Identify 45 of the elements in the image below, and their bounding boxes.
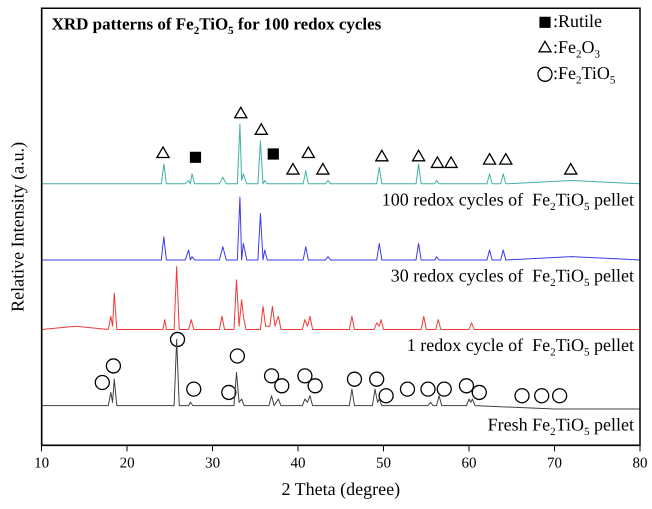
point bbox=[264, 368, 280, 384]
point bbox=[400, 381, 416, 397]
point bbox=[420, 381, 436, 397]
x-tick-label: 20 bbox=[120, 455, 135, 472]
x-tick-label: 40 bbox=[290, 455, 306, 472]
point bbox=[316, 162, 330, 175]
point bbox=[308, 378, 323, 394]
point bbox=[170, 332, 186, 348]
point bbox=[482, 152, 496, 165]
x-tick-label: 70 bbox=[547, 455, 562, 472]
x-tick-label: 30 bbox=[205, 455, 220, 472]
point bbox=[412, 150, 426, 162]
point bbox=[274, 378, 290, 394]
point bbox=[302, 146, 316, 158]
y-axis-title: Relative Intensity (a.u.) bbox=[8, 142, 28, 312]
point bbox=[221, 384, 236, 400]
point bbox=[564, 162, 578, 175]
point bbox=[156, 146, 170, 158]
point bbox=[499, 152, 512, 165]
point bbox=[230, 348, 246, 364]
point bbox=[286, 162, 300, 175]
point bbox=[375, 150, 389, 162]
point bbox=[436, 381, 452, 397]
point bbox=[378, 388, 394, 404]
point bbox=[444, 156, 458, 168]
x-tick-label: 50 bbox=[376, 455, 392, 472]
point bbox=[430, 156, 444, 168]
x-tick-label: 80 bbox=[632, 455, 648, 472]
point bbox=[106, 358, 122, 374]
x-tick-label: 60 bbox=[462, 455, 477, 472]
point bbox=[234, 106, 248, 118]
point bbox=[369, 372, 384, 387]
point bbox=[346, 372, 362, 387]
point bbox=[458, 378, 474, 394]
point bbox=[534, 388, 550, 404]
point bbox=[472, 384, 487, 400]
point bbox=[254, 123, 268, 135]
point bbox=[514, 388, 530, 404]
point bbox=[186, 381, 202, 397]
x-axis-title: 2 Theta (degree) bbox=[281, 478, 400, 499]
x-tick-label: 10 bbox=[34, 455, 50, 472]
point bbox=[297, 368, 313, 384]
point bbox=[94, 374, 110, 390]
point bbox=[552, 388, 568, 404]
legend-label: :Rutile bbox=[553, 11, 602, 32]
